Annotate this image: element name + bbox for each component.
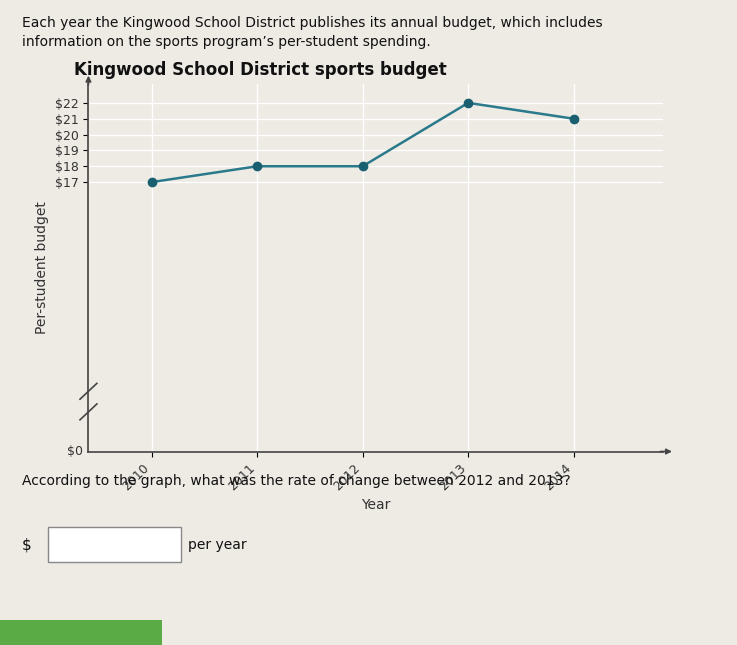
Text: Each year the Kingwood School District publishes its annual budget, which includ: Each year the Kingwood School District p…	[22, 16, 603, 30]
Y-axis label: Per-student budget: Per-student budget	[35, 201, 49, 334]
Text: Kingwood School District sports budget: Kingwood School District sports budget	[74, 61, 447, 79]
Text: information on the sports program’s per-student spending.: information on the sports program’s per-…	[22, 35, 431, 50]
X-axis label: Year: Year	[361, 499, 391, 512]
Text: $0: $0	[66, 445, 83, 458]
Text: According to the graph, what was the rate of change between 2012 and 2013?: According to the graph, what was the rat…	[22, 474, 570, 488]
Text: $: $	[22, 537, 32, 553]
Text: per year: per year	[188, 538, 247, 552]
